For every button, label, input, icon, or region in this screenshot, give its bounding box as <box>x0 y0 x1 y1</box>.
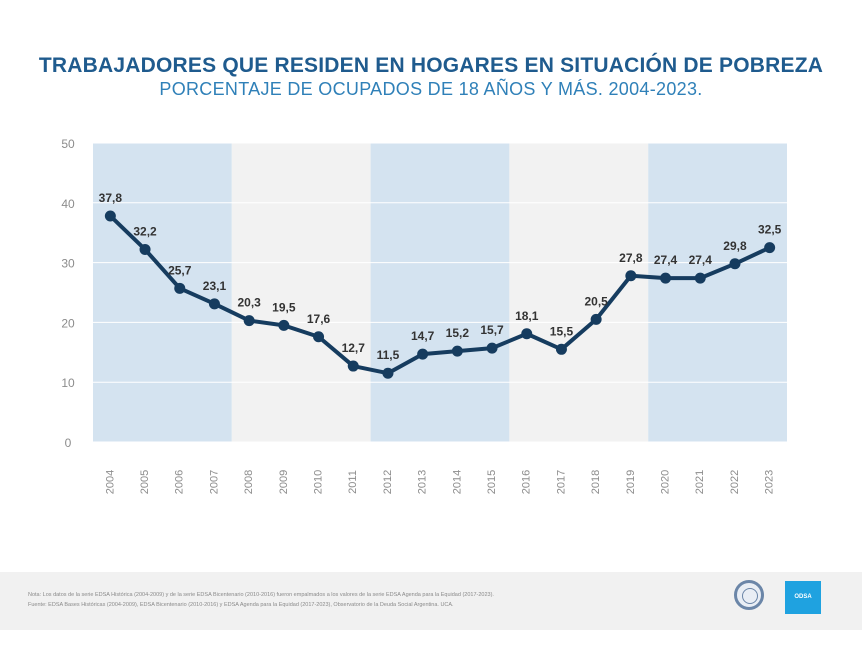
x-tick-label: 2023 <box>764 470 776 494</box>
y-tick-label: 30 <box>61 257 75 271</box>
x-tick-label: 2017 <box>555 470 567 494</box>
data-point <box>417 348 429 360</box>
footer-note-line-1: Nota: Los datos de la serie EDSA Históri… <box>28 592 494 598</box>
y-tick-label: 50 <box>61 137 75 151</box>
data-label: 15,5 <box>550 324 574 338</box>
y-tick-label: 10 <box>61 376 75 390</box>
data-label: 27,4 <box>689 253 713 267</box>
data-point <box>208 298 220 310</box>
x-tick-label: 2009 <box>278 470 290 494</box>
university-seal-logo <box>734 580 764 610</box>
data-point <box>347 360 359 372</box>
data-point <box>521 328 533 340</box>
x-tick-label: 2011 <box>347 470 359 494</box>
data-point <box>278 319 290 331</box>
data-point <box>486 342 498 354</box>
data-label: 15,7 <box>480 323 504 337</box>
data-label: 27,4 <box>654 253 678 267</box>
chart-subtitle: PORCENTAJE DE OCUPADOS DE 18 AÑOS Y MÁS.… <box>159 79 703 99</box>
footer-note: Nota: Los datos de la serie EDSA Históri… <box>28 590 728 610</box>
odsa-logo: ODSA <box>785 581 821 614</box>
data-point <box>382 367 394 379</box>
x-tick-label: 2007 <box>208 470 220 494</box>
x-tick-label: 2014 <box>451 470 463 494</box>
x-tick-label: 2018 <box>590 470 602 494</box>
data-point <box>555 343 567 355</box>
y-tick-label: 40 <box>61 197 75 211</box>
x-tick-label: 2021 <box>694 470 706 494</box>
data-label: 25,7 <box>168 263 192 277</box>
data-label: 27,8 <box>619 251 643 265</box>
background-band-4 <box>648 143 787 442</box>
data-point <box>139 243 151 255</box>
data-label: 29,8 <box>723 239 747 253</box>
chart-title: TRABAJADORES QUE RESIDEN EN HOGARES EN S… <box>38 54 824 77</box>
data-point <box>174 282 186 294</box>
x-tick-label: 2004 <box>104 470 116 494</box>
footer-bar <box>0 572 862 630</box>
data-point <box>694 272 706 284</box>
data-point <box>451 345 463 357</box>
data-label: 32,5 <box>758 223 782 237</box>
data-label: 32,2 <box>133 224 157 238</box>
data-point <box>313 331 325 343</box>
data-point <box>764 242 776 254</box>
background-band-0 <box>93 143 232 442</box>
data-label: 37,8 <box>99 191 123 205</box>
y-tick-label: 0 <box>65 436 72 450</box>
data-label: 14,7 <box>411 329 435 343</box>
x-tick-label: 2013 <box>417 470 429 494</box>
line-chart: 0 10 20 30 40 50 2004 2005 2006 2007 2008 2009 2010 2… <box>61 137 787 494</box>
x-tick-label: 2012 <box>382 470 394 494</box>
background-band-3 <box>509 143 649 442</box>
background-band-2 <box>370 143 510 442</box>
data-point <box>660 272 672 284</box>
data-label: 15,2 <box>446 326 470 340</box>
x-tick-label: 2022 <box>729 470 741 494</box>
x-tick-label: 2015 <box>486 470 498 494</box>
x-tick-label: 2010 <box>312 470 324 494</box>
y-tick-label: 20 <box>61 316 75 330</box>
data-label: 12,7 <box>342 341 366 355</box>
data-label: 17,6 <box>307 312 331 326</box>
data-label: 20,5 <box>584 294 608 308</box>
x-tick-label: 2008 <box>243 470 255 494</box>
data-point <box>104 210 116 222</box>
data-point <box>625 270 637 282</box>
data-label: 11,5 <box>377 348 400 362</box>
x-tick-label: 2016 <box>521 470 533 494</box>
data-label: 20,3 <box>237 296 261 310</box>
background-band-1 <box>231 143 371 442</box>
data-label: 23,1 <box>203 279 227 293</box>
data-point <box>243 315 255 327</box>
x-tick-label: 2020 <box>659 470 671 494</box>
series-line <box>108 213 772 376</box>
data-label: 18,1 <box>515 309 539 323</box>
data-label: 19,5 <box>272 300 296 314</box>
footer-note-line-2: Fuente: EDSA Bases Históricas (2004-2009… <box>28 602 454 608</box>
x-tick-label: 2006 <box>174 470 186 494</box>
x-tick-label: 2005 <box>139 470 151 494</box>
data-point <box>590 313 602 325</box>
data-point <box>729 258 741 270</box>
x-tick-label: 2019 <box>625 470 637 494</box>
